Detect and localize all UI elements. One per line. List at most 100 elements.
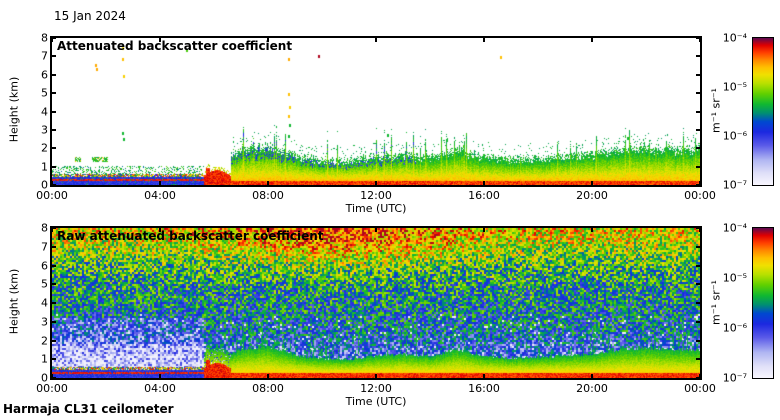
x-tick-mark (159, 38, 161, 42)
x-axis-label-bottom-panel: Time (UTC) (345, 395, 407, 408)
y-tick-mark (696, 227, 700, 229)
x-axis-label-top-panel: Time (UTC) (345, 202, 407, 215)
colorbar-top-panel (752, 37, 774, 186)
y-tick-mark (52, 92, 56, 95)
x-tick-mark (375, 181, 377, 185)
colorbar-tick-label: 10⁻⁴ (722, 221, 747, 235)
panel-raw-attenuated-backscatter: Raw attenuated backscatter coefficient (50, 226, 702, 380)
x-tick-label: 16:00 (468, 382, 500, 395)
y-axis-label-bottom-panel: Height (km) (7, 268, 21, 335)
x-tick-label: 04:00 (144, 382, 176, 395)
x-tick-label: 00:00 (36, 382, 68, 395)
y-tick-label: 6 (41, 259, 48, 272)
y-tick-mark (696, 358, 700, 361)
y-tick-label: 8 (41, 31, 48, 45)
x-tick-label: 08:00 (252, 382, 284, 395)
x-tick-label: 00:00 (684, 382, 716, 395)
y-tick-mark (52, 339, 56, 342)
x-tick-mark (483, 228, 485, 232)
y-tick-mark (52, 358, 56, 361)
y-tick-mark (696, 128, 700, 131)
colorbar-unit-label-top: m⁻¹ sr⁻¹ (709, 88, 723, 133)
y-tick-label: 6 (41, 68, 48, 82)
x-tick-mark (591, 38, 593, 42)
x-tick-mark (375, 228, 377, 232)
x-tick-mark (591, 181, 593, 185)
colorbar-tick-label: 10⁻⁶ (722, 321, 747, 335)
y-tick-label: 4 (41, 296, 48, 310)
x-tick-mark (267, 374, 269, 378)
colorbar-tick-label: 10⁻⁴ (722, 31, 747, 45)
colorbar-tick-label: 10⁻⁷ (722, 178, 747, 192)
y-tick-label: 8 (41, 221, 48, 235)
y-tick-mark (52, 302, 56, 304)
x-tick-label: 00:00 (36, 189, 68, 202)
y-tick-label: 4 (41, 105, 48, 118)
y-tick-mark (52, 227, 56, 229)
y-tick-label: 0 (41, 371, 48, 385)
y-tick-mark (52, 377, 56, 379)
x-tick-mark (159, 228, 161, 232)
panel1-title: Attenuated backscatter coefficient (57, 39, 293, 53)
x-tick-label: 08:00 (252, 189, 284, 202)
x-tick-mark (483, 181, 485, 185)
x-tick-mark (483, 374, 485, 378)
y-tick-label: 5 (41, 86, 48, 100)
x-tick-label: 12:00 (360, 189, 392, 202)
x-tick-label: 12:00 (360, 382, 392, 395)
y-tick-label: 7 (41, 49, 48, 63)
y-tick-mark (696, 339, 700, 342)
y-tick-mark (52, 37, 56, 39)
x-tick-mark (51, 38, 53, 42)
x-tick-mark (699, 228, 701, 232)
y-tick-mark (696, 245, 700, 248)
y-tick-mark (52, 283, 56, 286)
x-tick-mark (51, 228, 53, 232)
y-tick-mark (696, 37, 700, 39)
x-tick-mark (267, 181, 269, 185)
colorbar-tick-label: 10⁻⁵ (722, 271, 747, 285)
y-tick-mark (52, 184, 56, 186)
x-tick-mark (375, 374, 377, 378)
y-tick-mark (52, 147, 56, 150)
x-tick-mark (51, 374, 53, 378)
y-tick-label: 5 (41, 277, 48, 291)
panel2-title: Raw attenuated backscatter coefficient (57, 229, 324, 243)
y-tick-mark (52, 128, 56, 131)
x-tick-mark (699, 181, 701, 185)
x-tick-mark (591, 374, 593, 378)
y-tick-mark (52, 73, 56, 76)
y-tick-mark (52, 320, 56, 323)
x-tick-label: 04:00 (144, 189, 176, 202)
x-tick-mark (159, 374, 161, 378)
x-tick-mark (375, 38, 377, 42)
colorbar-unit-label-bottom: m⁻¹ sr⁻¹ (709, 280, 723, 325)
x-tick-label: 16:00 (468, 189, 500, 202)
y-tick-label: 1 (41, 160, 48, 174)
y-tick-mark (696, 184, 700, 186)
y-tick-mark (696, 165, 700, 168)
y-tick-mark (696, 110, 700, 113)
y-tick-mark (696, 264, 700, 267)
y-tick-mark (696, 302, 700, 304)
y-tick-mark (52, 264, 56, 267)
y-tick-mark (52, 245, 56, 248)
colorbar-tick-label: 10⁻⁵ (722, 80, 747, 94)
footer-label: Harmaja CL31 ceilometer (3, 402, 174, 416)
y-tick-mark (52, 165, 56, 168)
raw-attenuated-backscatter-heatmap (52, 228, 700, 378)
y-axis-label-top-panel: Height (km) (7, 76, 21, 143)
x-tick-mark (267, 38, 269, 42)
panel-attenuated-backscatter: Attenuated backscatter coefficient (50, 36, 702, 187)
attenuated-backscatter-heatmap (52, 38, 700, 185)
y-tick-label: 1 (41, 352, 48, 366)
y-tick-mark (696, 147, 700, 150)
colorbar-tick-label: 10⁻⁶ (722, 129, 747, 143)
x-tick-mark (483, 38, 485, 42)
y-tick-label: 0 (41, 178, 48, 192)
x-tick-mark (51, 181, 53, 185)
date-label: 15 Jan 2024 (54, 9, 126, 23)
x-tick-label: 20:00 (576, 382, 608, 395)
y-tick-mark (52, 55, 56, 58)
